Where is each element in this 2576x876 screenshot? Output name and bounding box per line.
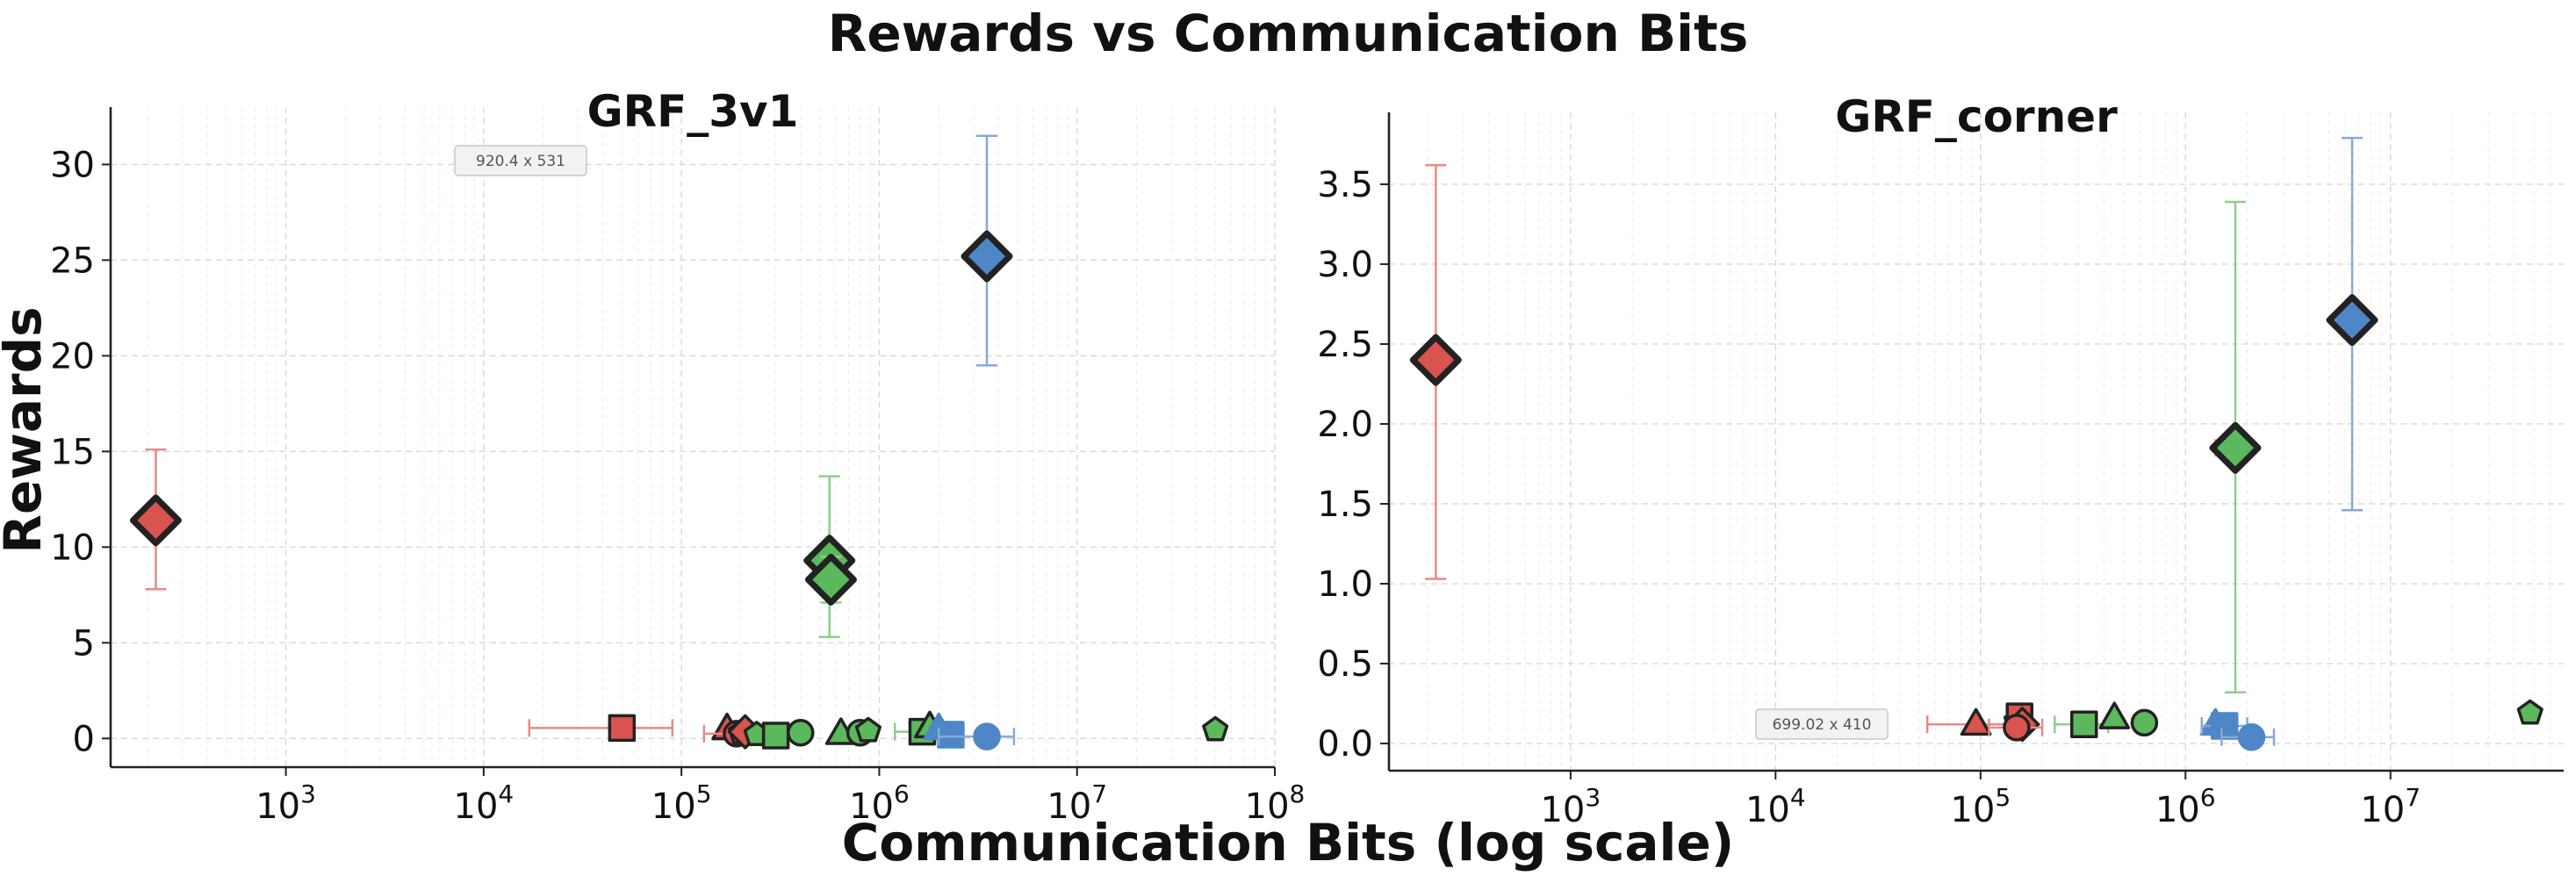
y-tick-label: 20	[50, 336, 95, 377]
y-tick-label: 25	[50, 241, 95, 281]
y-tick-label: 30	[50, 145, 95, 185]
marker-circle	[2003, 714, 2031, 742]
y-tick-label: 2.0	[1317, 405, 1373, 445]
y-tick-label: 0.5	[1317, 644, 1373, 685]
panel-grf-3v1: 103 104 105 106 107 108 0 5 10 15 20 25 30 GRF_3v1 920…	[50, 86, 1305, 827]
x-tick-label: 106	[849, 779, 910, 827]
marker-pentagon	[854, 716, 882, 743]
y-axis-label: Rewards	[0, 306, 53, 553]
x-tick-label: 107	[2360, 783, 2421, 830]
y-tick-label: 3.0	[1317, 245, 1373, 285]
data-point-red-diamond	[1409, 163, 1462, 580]
marker-circle	[973, 722, 1001, 750]
data-point-green-circle	[2130, 708, 2159, 737]
marker-square	[2069, 710, 2098, 738]
panel-title: GRF_corner	[1835, 91, 2118, 142]
data-point-green-square	[2053, 710, 2110, 738]
x-tick-label: 103	[255, 779, 316, 827]
data-point-red-circle	[1988, 714, 2044, 742]
x-tick-label: 104	[1745, 783, 1806, 830]
marker-triangle	[1960, 707, 1992, 736]
marker-diamond	[2209, 421, 2262, 474]
y-tick-label: 2.5	[1317, 325, 1373, 365]
panel-grf-corner: 103 104 105 106 107 0.0 0.5 1.0 1.5 2.0 2.5 3.0 3.5 G…	[1317, 91, 2564, 830]
x-tick-label: 106	[2155, 783, 2216, 830]
x-axis-label: Communication Bits (log scale)	[842, 813, 1734, 872]
marker-diamond	[129, 494, 182, 547]
x-tick-label: 105	[651, 779, 712, 827]
marker-circle	[2237, 723, 2266, 751]
data-point-blue-square	[937, 721, 965, 749]
data-point-green-pentagon	[1202, 715, 1229, 742]
grid	[1389, 112, 2564, 771]
marker-pentagon	[1202, 715, 1229, 742]
y-tick-label: 1.0	[1317, 564, 1373, 605]
marker-square	[2210, 712, 2239, 740]
x-tick-label: 107	[1047, 779, 1107, 827]
data-point-blue-diamond	[2326, 136, 2378, 512]
data-point-red-square	[528, 714, 674, 743]
marker-diamond	[2326, 294, 2378, 347]
data-point-red-diamond	[129, 448, 182, 591]
size-badge: 920.4 x 531	[454, 145, 587, 176]
size-badge-box	[454, 145, 587, 176]
y-tick-label: 5	[73, 623, 95, 664]
y-tick-label: 0.0	[1317, 724, 1373, 765]
marker-square	[937, 721, 965, 749]
marker-square	[761, 722, 790, 750]
data-point-green-square	[761, 722, 790, 750]
marker-pentagon	[2516, 699, 2544, 725]
panel-title: GRF_3v1	[587, 86, 799, 137]
marker-square	[608, 714, 637, 743]
data-point-green-circle	[787, 719, 815, 747]
x-tick-label: 103	[1540, 783, 1601, 830]
y-tick-label: 15	[50, 432, 95, 472]
data-point-green-pentagon	[2516, 699, 2544, 725]
data-point-red-triangle	[1925, 707, 2012, 736]
data-point-green-diamond	[804, 553, 857, 606]
data-point-blue-circle	[2220, 723, 2276, 751]
y-tick-label: 3.5	[1317, 165, 1373, 205]
marker-diamond	[1409, 334, 1462, 386]
marker-circle	[787, 719, 815, 747]
x-tick-label: 108	[1245, 779, 1306, 827]
data-point-blue-circle	[938, 722, 1016, 750]
size-badge: 699.02 x 410	[1755, 708, 1889, 740]
y-tick-label: 0	[73, 719, 95, 759]
x-tick-label: 104	[454, 779, 514, 827]
y-tick-label: 1.5	[1317, 485, 1373, 525]
y-tick-label: 10	[50, 528, 95, 568]
marker-diamond	[804, 553, 857, 606]
figure-title: Rewards vs Communication Bits	[828, 4, 1749, 63]
size-badge-label: 699.02 x 410	[1773, 716, 1872, 734]
marker-diamond	[961, 230, 1013, 283]
data-point-green-triangle	[2098, 701, 2131, 729]
size-badge-label: 920.4 x 531	[476, 153, 565, 170]
data-point-green-pentagon	[854, 716, 882, 743]
marker-triangle	[2098, 701, 2131, 729]
marker-circle	[2130, 708, 2159, 737]
data-point-blue-diamond	[961, 134, 1013, 367]
x-tick-label: 105	[1950, 783, 2011, 830]
size-badge-box	[1755, 708, 1889, 740]
data-point-green-diamond	[2209, 200, 2262, 694]
grid	[111, 107, 1276, 767]
